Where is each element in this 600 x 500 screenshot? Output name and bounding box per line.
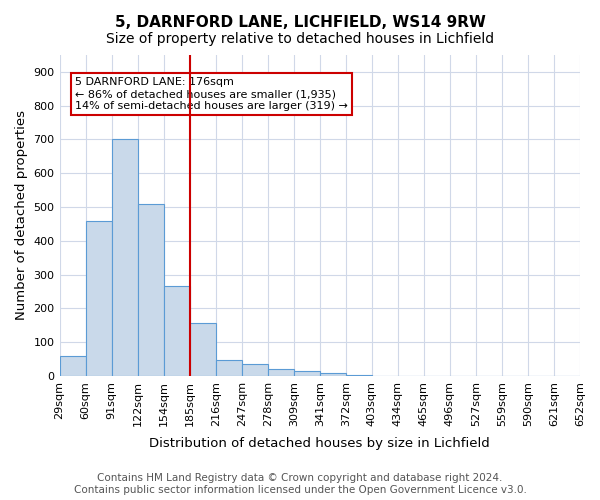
Bar [164,286,190,376]
Bar [59,356,86,376]
Bar [242,364,268,376]
Bar [190,322,215,376]
Bar [294,371,320,376]
Text: 5 DARNFORD LANE: 176sqm
← 86% of detached houses are smaller (1,935)
14% of semi: 5 DARNFORD LANE: 176sqm ← 86% of detache… [75,78,348,110]
Bar [112,140,137,376]
Bar [346,375,372,376]
Bar [268,369,294,376]
Bar [137,204,164,376]
Bar [86,220,112,376]
Text: Contains HM Land Registry data © Crown copyright and database right 2024.
Contai: Contains HM Land Registry data © Crown c… [74,474,526,495]
X-axis label: Distribution of detached houses by size in Lichfield: Distribution of detached houses by size … [149,437,490,450]
Text: 5, DARNFORD LANE, LICHFIELD, WS14 9RW: 5, DARNFORD LANE, LICHFIELD, WS14 9RW [115,15,485,30]
Text: Size of property relative to detached houses in Lichfield: Size of property relative to detached ho… [106,32,494,46]
Bar [320,373,346,376]
Y-axis label: Number of detached properties: Number of detached properties [15,110,28,320]
Bar [215,360,242,376]
